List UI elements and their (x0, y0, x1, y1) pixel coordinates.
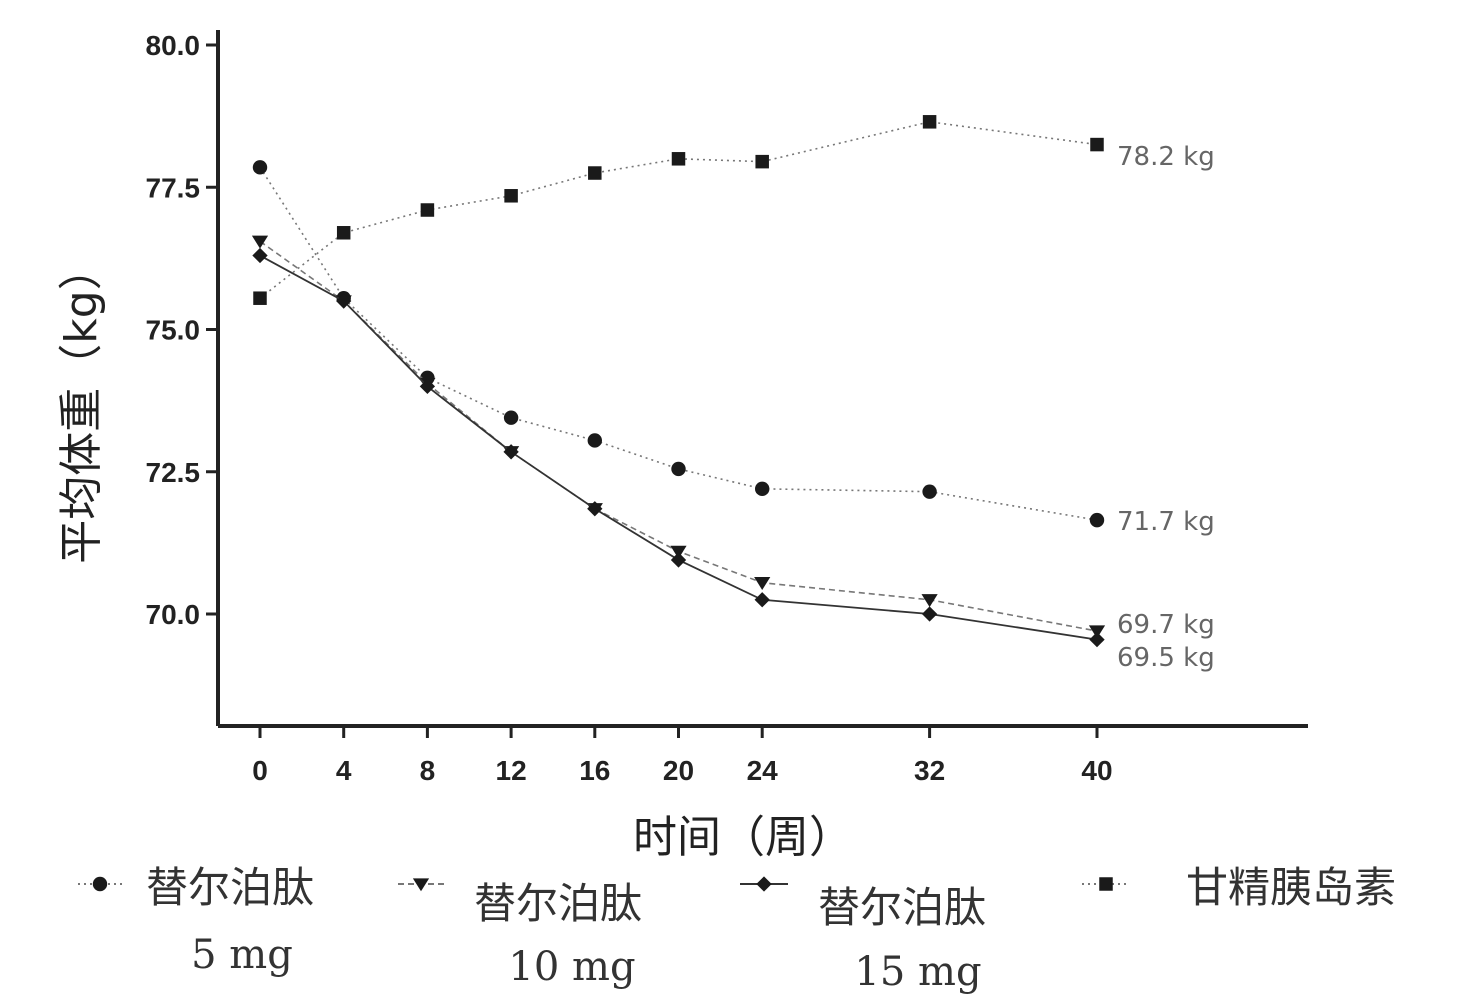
data-point (503, 410, 519, 425)
series-line (259, 121, 1098, 299)
series-end-label: 69.7 kg (1117, 610, 1215, 640)
data-point (1088, 625, 1106, 639)
data-point (754, 592, 770, 608)
data-point (754, 577, 771, 590)
data-point (921, 606, 938, 622)
y-tick-label: 70.0 (146, 599, 201, 630)
legend-series-dose: 5 mg (191, 932, 293, 978)
data-point (921, 594, 938, 608)
axes: 70.0 72.5 75.0 77.5 80.0 0 4 8 12 16 20 24 32 40 时间（周）… (56, 30, 1308, 863)
legend-item-3: 甘精胰岛素 (1082, 863, 1396, 912)
x-tick-label: 32 (914, 755, 945, 786)
x-axis-title: 时间（周） (633, 812, 853, 863)
legend-marker (92, 876, 108, 892)
legend-series-name: 替尔泊肽 (474, 879, 642, 928)
legend-marker (412, 878, 430, 892)
y-tick-label: 77.5 (146, 172, 201, 203)
data-point (1090, 137, 1104, 152)
data-point (671, 461, 686, 477)
legend-series-name: 替尔泊肽 (146, 863, 314, 912)
data-point (1089, 512, 1105, 528)
legend: 替尔泊肽 5 mg 替尔泊肽 10 mg 替尔泊肽 15 mg 甘精胰岛素 (78, 863, 1396, 995)
data-point (420, 203, 435, 217)
y-tick-label: 75.0 (146, 315, 201, 346)
data-point (252, 247, 268, 264)
data-point (922, 484, 937, 499)
series-line (259, 240, 1098, 632)
data-point (336, 293, 352, 309)
series-1 (251, 235, 1106, 639)
data-point (336, 226, 351, 240)
x-tick-label: 20 (663, 755, 694, 786)
legend-series-dose: 15 mg (854, 949, 981, 995)
x-tick-label: 12 (496, 755, 527, 786)
series-end-label: 71.7 kg (1117, 507, 1215, 537)
x-tick-label: 4 (336, 755, 352, 786)
series-layer (251, 115, 1106, 648)
data-point (253, 291, 267, 305)
data-point (504, 189, 518, 203)
y-tick-label: 72.5 (146, 457, 201, 488)
legend-item-2: 替尔泊肽 15 mg (740, 876, 986, 995)
x-tick-label: 40 (1081, 755, 1112, 786)
series-end-label: 69.5 kg (1117, 643, 1215, 673)
legend-series-dose: 10 mg (508, 944, 635, 990)
x-tick-label: 8 (420, 755, 436, 786)
data-point (251, 235, 269, 249)
x-tick-label: 0 (252, 755, 268, 786)
x-tick-label: 16 (579, 755, 610, 786)
series-2 (252, 247, 1105, 648)
data-point (503, 444, 519, 460)
y-tick-label: 80.0 (146, 30, 201, 61)
series-3 (253, 115, 1104, 305)
data-point (587, 433, 602, 448)
series-line (259, 254, 1098, 641)
data-point (252, 160, 268, 175)
data-point (755, 154, 769, 169)
data-point (419, 378, 436, 395)
series-0 (252, 160, 1105, 528)
legend-marker (756, 876, 772, 892)
y-axis-title: 平均体重（kg） (56, 246, 107, 563)
data-point (1089, 631, 1105, 648)
x-tick-label: 24 (747, 755, 779, 786)
data-point (922, 115, 937, 129)
legend-series-name: 替尔泊肽 (818, 883, 986, 932)
legend-marker (1099, 877, 1113, 891)
data-point (588, 166, 602, 180)
data-point (670, 552, 687, 568)
data-point (671, 152, 686, 166)
data-point (755, 481, 770, 497)
legend-series-name: 甘精胰岛素 (1186, 863, 1396, 912)
data-point (670, 545, 687, 559)
data-point (587, 501, 603, 517)
legend-item-1: 替尔泊肽 10 mg (398, 878, 642, 990)
series-end-label: 78.2 kg (1117, 142, 1215, 172)
legend-item-0: 替尔泊肽 5 mg (78, 863, 314, 978)
